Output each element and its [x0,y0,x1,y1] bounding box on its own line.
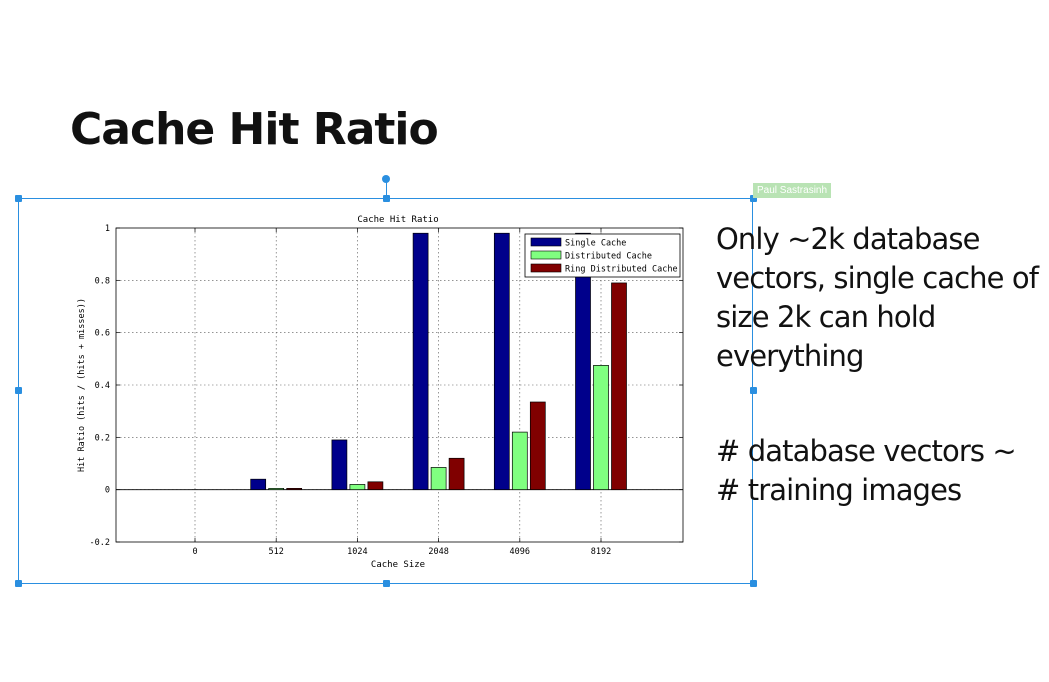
bar-distributed-cache-8192 [593,365,609,491]
resize-handle-top-left[interactable] [15,195,22,202]
x-tick-label: 512 [269,547,284,557]
chart-title: Cache Hit Ratio [357,215,438,225]
bar-distributed-cache-1024 [349,484,366,491]
resize-handle-top-right[interactable] [750,195,757,202]
bar-single-cache-4096 [493,232,510,491]
y-tick-label: 0.4 [95,381,110,391]
y-tick-label: 0.2 [95,433,110,443]
resize-handle-right[interactable] [750,387,757,394]
x-tick-label: 2048 [428,547,448,557]
collaborator-tag: Paul Sastrasinh [753,183,832,198]
bar-single-cache-8192 [575,232,591,491]
x-tick-label: 1024 [347,547,367,557]
bar-distributed-cache-512 [268,488,285,491]
legend-swatch [530,237,562,247]
legend-label: Single Cache [565,239,626,249]
bar-ring-distributed-cache-4096 [529,401,546,491]
resize-handle-left[interactable] [15,387,22,394]
legend: Single Cache Distributed Cache Ring Distri… [524,233,681,278]
note-database-vectors: Only ~2k database vectors, single cache … [716,222,1039,373]
bar-ring-distributed-cache-2048 [448,457,465,491]
resize-handle-bottom-right[interactable] [750,580,757,587]
note-training-images: # database vectors ~ # training images [716,434,1017,507]
resize-handle-top[interactable] [383,195,390,202]
legend-swatch [530,263,562,273]
y-tick-label: 0.6 [95,329,110,339]
x-tick-label: 8192 [591,547,611,557]
bar-ring-distributed-cache-1024 [367,481,384,491]
legend-label: Distributed Cache [565,252,652,262]
bar-distributed-cache-2048 [430,467,447,491]
x-axis-label: Cache Size [371,560,425,570]
bar-ring-distributed-cache-8192 [611,282,627,491]
y-ticks: -0.2 0 0.2 0.4 0.6 0.8 1 [90,224,683,548]
cache-hit-ratio-chart: -0.200.20.40.60.81 0 512 1024 2048 4096 8192 … [77,215,684,570]
x-tick-label: 0 [192,547,197,557]
x-tick-label: 4096 [510,547,530,557]
y-tick-label: 1 [105,224,110,234]
resize-handle-bottom[interactable] [383,580,390,587]
legend-swatch [530,250,562,260]
bar-single-cache-1024 [331,439,348,491]
bar-single-cache-2048 [412,232,429,491]
y-tick-label: -0.2 [90,538,110,548]
bar-distributed-cache-4096 [511,431,528,491]
slide-title: Cache Hit Ratio [70,104,439,155]
y-tick-label: 0 [105,486,110,496]
rotation-handle[interactable] [382,175,390,183]
x-ticks: 0 512 1024 2048 4096 8192 [192,228,611,557]
resize-handle-bottom-left[interactable] [15,580,22,587]
bar-single-cache-512 [250,478,267,491]
legend-label: Ring Distributed Cache [565,265,678,275]
bar-ring-distributed-cache-512 [286,488,303,491]
bars [250,232,627,491]
y-tick-label: 0.8 [95,276,110,286]
y-axis-label: Hit Ratio (hits / (hits + misses)) [77,298,87,472]
rotation-handle-stem [386,180,387,198]
